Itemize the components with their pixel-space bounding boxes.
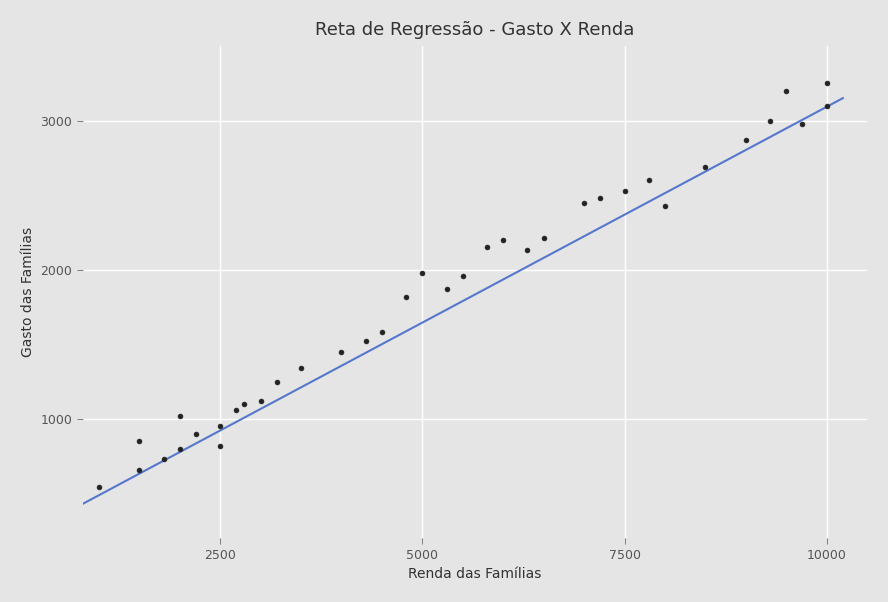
Point (820, 78, 834, 88)
Point (456, 271, 470, 281)
Point (253, 396, 267, 406)
Point (520, 246, 535, 255)
Point (294, 364, 308, 373)
Point (820, 101, 834, 110)
Point (172, 411, 186, 421)
Point (213, 441, 227, 450)
Title: Reta de Regressão - Gasto X Renda: Reta de Regressão - Gasto X Renda (315, 21, 635, 39)
Point (577, 197, 591, 207)
Point (399, 292, 413, 302)
Point (189, 429, 203, 439)
Point (156, 455, 170, 464)
Point (375, 327, 389, 337)
Point (416, 268, 430, 278)
Point (642, 175, 656, 185)
Point (229, 405, 243, 415)
X-axis label: Renda das Famílias: Renda das Famílias (408, 567, 542, 581)
Point (172, 444, 186, 453)
Point (237, 399, 251, 409)
Point (739, 135, 753, 144)
Point (496, 235, 511, 244)
Point (270, 377, 284, 386)
Point (91, 483, 106, 492)
Point (213, 421, 227, 431)
Point (779, 86, 793, 96)
Point (335, 347, 349, 356)
Point (132, 436, 147, 446)
Y-axis label: Gasto das Famílias: Gasto das Famílias (20, 227, 35, 357)
Point (536, 234, 551, 243)
Point (796, 119, 810, 128)
Point (132, 465, 147, 474)
Point (440, 284, 454, 294)
Point (617, 186, 631, 196)
Point (658, 200, 672, 210)
Point (698, 162, 712, 172)
Point (593, 193, 607, 203)
Point (763, 116, 777, 125)
Point (480, 243, 494, 252)
Point (359, 337, 373, 346)
